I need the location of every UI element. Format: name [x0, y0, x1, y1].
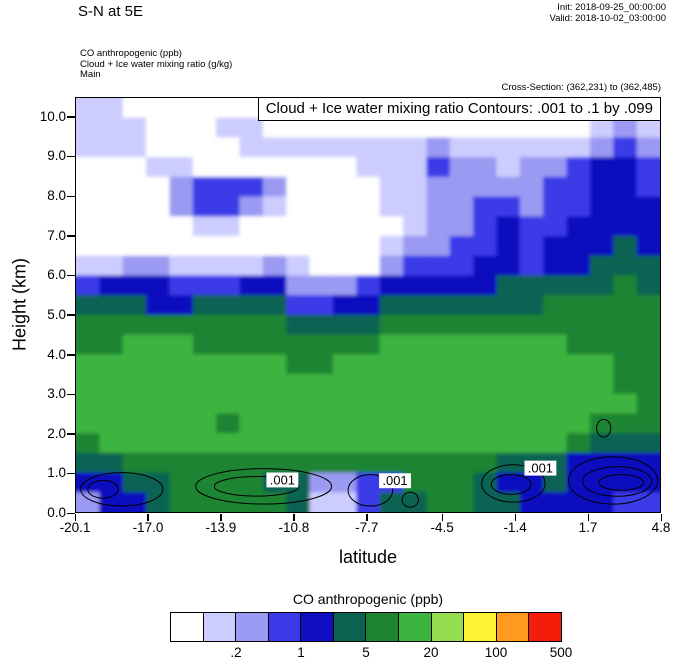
x-tick-label: -1.4: [503, 520, 527, 535]
colorbar-tick-label: 5: [362, 645, 370, 660]
y-tick-mark: [67, 274, 75, 277]
colorbar-tick-label: 100: [484, 645, 508, 660]
y-tick-mark: [67, 235, 75, 237]
colorbar-cell-3: [268, 613, 302, 641]
y-tick-mark: [67, 472, 75, 475]
x-tick-mark: [587, 514, 590, 521]
contour-levels-box: Cloud + Ice water mixing ratio Contours:…: [257, 98, 660, 121]
colorbar-cell-4: [301, 613, 334, 641]
plot-title: S-N at 5E: [78, 3, 144, 20]
x-tick-label: -10.8: [278, 520, 310, 535]
y-tick-label: 8.0: [47, 188, 66, 204]
co-fill-contour-plot: .001 .001 .001: [76, 98, 660, 512]
y-tick-mark: [67, 155, 75, 158]
x-axis-title: latitude: [338, 547, 398, 567]
cloud-contour-line: [582, 466, 653, 497]
y-tick-mark: [67, 195, 75, 198]
cloud-contour-line: [87, 479, 119, 499]
cloud-contour-line: [598, 474, 645, 491]
colorbar-cell-7: [399, 613, 432, 641]
colorbar-tick-label: 20: [423, 645, 439, 660]
cloud-contour-label: .001: [270, 472, 295, 487]
x-tick-mark: [74, 514, 76, 521]
cloud-contour-label: .001: [528, 461, 553, 476]
colorbar-cell-6: [366, 613, 400, 641]
y-tick-label: 0.0: [47, 505, 66, 520]
cloud-contour-label: .001: [382, 473, 407, 488]
cloud-contour-line: [481, 464, 546, 503]
field-co-label: CO anthropogenic (ppb): [80, 48, 182, 59]
colorbar-cell-10: [496, 613, 530, 641]
colorbar-cell-5: [333, 613, 367, 641]
y-tick-mark: [67, 512, 75, 514]
colorbar-title: CO anthropogenic (ppb): [292, 591, 444, 607]
x-tick-mark: [147, 514, 149, 521]
x-tick-label: -17.0: [132, 520, 164, 535]
cloud-contour-line: [347, 474, 394, 507]
cloud-contour-line: [490, 474, 532, 495]
x-tick-mark: [366, 514, 368, 521]
cloud-contour-line: [401, 491, 419, 508]
cloud-contour-line: [213, 475, 300, 497]
field-list: CO anthropogenic (ppb) Cloud + Ice water…: [80, 48, 233, 81]
y-tick-label: 2.0: [47, 425, 66, 441]
y-tick-label: 7.0: [47, 227, 66, 243]
colorbar-cell-1: [203, 613, 237, 641]
colorbar-tick-label: 1: [297, 645, 305, 660]
x-tick-label: 4.8: [651, 520, 671, 535]
colorbar-cell-9: [464, 613, 497, 641]
x-tick-mark: [220, 514, 222, 521]
y-tick-label: 10.0: [39, 108, 66, 124]
x-tick-mark: [441, 514, 444, 521]
cloud-contour-line: [568, 456, 659, 505]
y-tick-label: 4.0: [47, 346, 66, 362]
y-tick-label: 3.0: [47, 386, 66, 402]
field-cloudice-label: Cloud + Ice water mixing ratio (g/kg): [80, 58, 233, 70]
x-tick-mark: [660, 514, 662, 521]
colorbar-cell-2: [236, 613, 269, 641]
colorbar: [170, 612, 562, 642]
colorbar-tick-label: .2: [230, 645, 242, 660]
x-tick-label: 1.7: [578, 520, 598, 535]
cross-section-info: Cross-Section: (362,231) to (362,485): [501, 82, 661, 93]
y-tick-label: 1.0: [47, 465, 66, 481]
colorbar-cell-11: [529, 613, 561, 641]
colorbar-cell-0: [171, 613, 204, 641]
x-tick-label: -7.7: [355, 520, 379, 535]
cloud-contour-line: [195, 468, 333, 505]
run-info: Init: 2018-09-25_00:00:00 Valid: 2018-10…: [549, 2, 666, 24]
plot-frame: .001 .001 .001 Cloud + Ice water mixing ra…: [75, 97, 661, 513]
x-tick-label: -13.9: [205, 520, 237, 535]
x-tick-label: -4.5: [430, 520, 454, 535]
colorbar-cell-8: [431, 613, 465, 641]
y-tick-label: 5.0: [47, 306, 66, 322]
y-tick-label: 9.0: [47, 148, 66, 164]
y-tick-mark: [67, 354, 75, 356]
colorbar-tick-label: 500: [549, 645, 573, 660]
cloud-contour-line: [596, 418, 612, 438]
y-tick-mark: [67, 116, 75, 118]
field-domain-label: Main: [80, 69, 101, 80]
y-tick-mark: [67, 393, 75, 396]
y-tick-mark: [67, 433, 75, 435]
x-tick-label: -20.1: [59, 520, 91, 535]
init-time: Init: 2018-09-25_00:00:00: [557, 2, 666, 13]
valid-time: Valid: 2018-10-02_03:00:00: [549, 13, 666, 24]
y-tick-label: 6.0: [47, 267, 66, 283]
cloud-contour-line: [80, 472, 164, 507]
x-tick-mark: [514, 514, 517, 521]
y-tick-mark: [67, 314, 75, 316]
x-tick-mark: [293, 514, 295, 521]
